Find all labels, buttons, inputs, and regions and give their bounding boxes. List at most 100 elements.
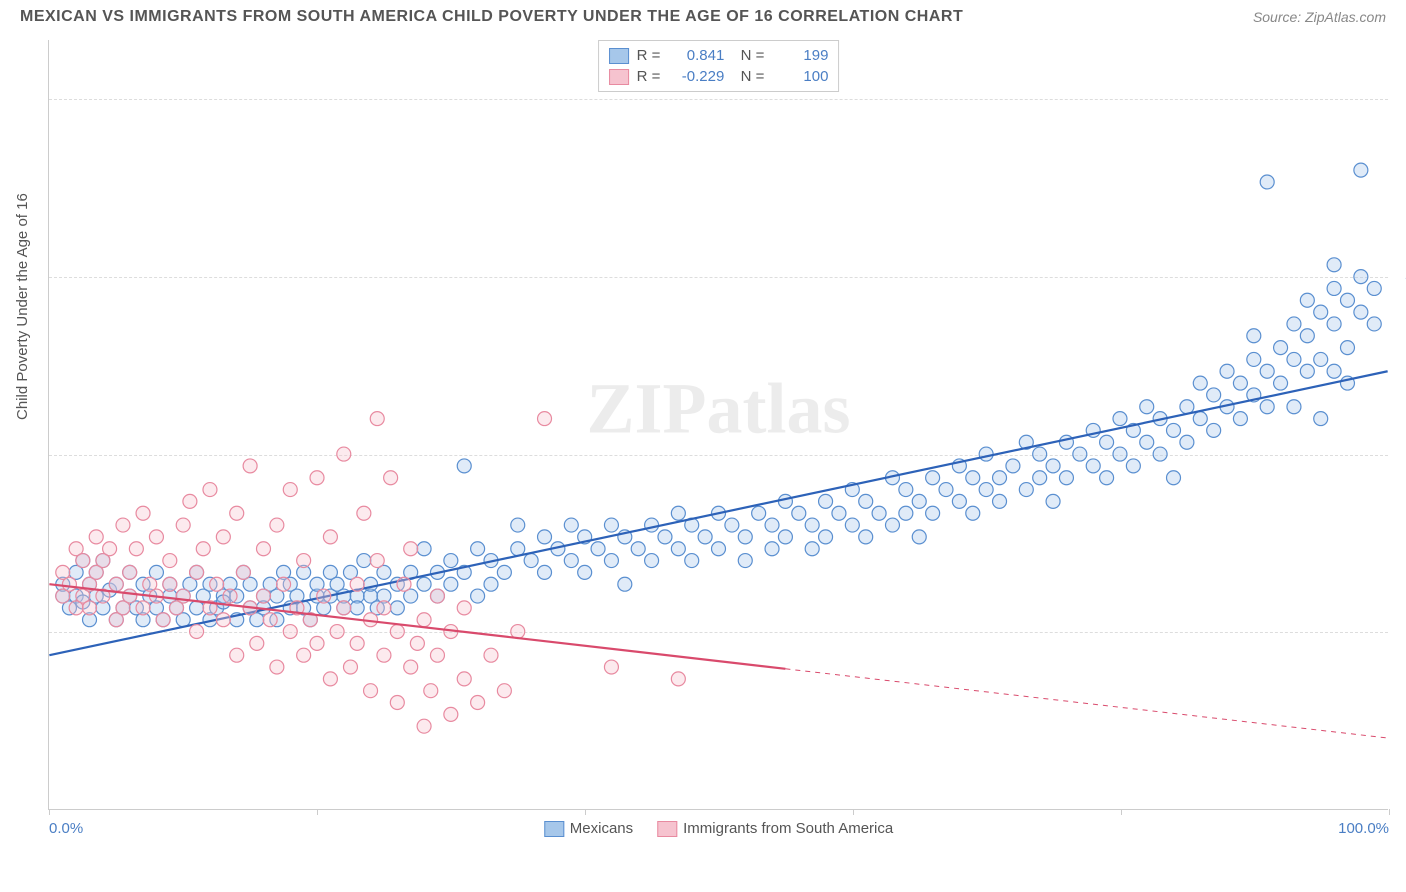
- data-point: [310, 471, 324, 485]
- data-point: [738, 530, 752, 544]
- data-point: [384, 471, 398, 485]
- data-point: [83, 601, 97, 615]
- data-point: [832, 506, 846, 520]
- legend-swatch: [609, 48, 629, 64]
- data-point: [618, 577, 632, 591]
- data-point: [337, 601, 351, 615]
- data-point: [939, 483, 953, 497]
- data-point: [1046, 494, 1060, 508]
- data-point: [297, 648, 311, 662]
- data-point: [1260, 175, 1274, 189]
- data-point: [156, 613, 170, 627]
- data-point: [163, 577, 177, 591]
- data-point: [511, 542, 525, 556]
- stat-value-n: 199: [772, 47, 828, 64]
- data-point: [203, 483, 217, 497]
- data-point: [1113, 412, 1127, 426]
- data-point: [859, 530, 873, 544]
- data-point: [190, 565, 204, 579]
- data-point: [1367, 281, 1381, 295]
- data-point: [103, 542, 117, 556]
- data-point: [698, 530, 712, 544]
- data-point: [805, 542, 819, 556]
- data-point: [1354, 305, 1368, 319]
- stat-label-r: R =: [637, 68, 661, 85]
- data-point: [417, 577, 431, 591]
- data-point: [196, 542, 210, 556]
- data-point: [497, 684, 511, 698]
- legend-stats-row: R = 0.841 N = 199: [609, 45, 829, 66]
- data-point: [163, 554, 177, 568]
- data-point: [364, 684, 378, 698]
- data-point: [1260, 364, 1274, 378]
- data-point: [444, 707, 458, 721]
- data-point: [230, 648, 244, 662]
- data-point: [885, 518, 899, 532]
- stat-value-r: 0.841: [668, 47, 724, 64]
- data-point: [149, 530, 163, 544]
- data-point: [357, 506, 371, 520]
- data-point: [1327, 258, 1341, 272]
- data-point: [712, 542, 726, 556]
- data-point: [1086, 459, 1100, 473]
- data-point: [444, 554, 458, 568]
- data-point: [1233, 376, 1247, 390]
- data-point: [123, 589, 137, 603]
- data-point: [210, 577, 224, 591]
- data-point: [1327, 317, 1341, 331]
- legend-item: Mexicans: [544, 820, 633, 837]
- data-point: [216, 613, 230, 627]
- data-point: [778, 494, 792, 508]
- data-point: [270, 660, 284, 674]
- data-point: [250, 636, 264, 650]
- data-point: [1140, 400, 1154, 414]
- data-point: [243, 459, 257, 473]
- data-point: [1247, 352, 1261, 366]
- data-point: [404, 542, 418, 556]
- x-tick: [1389, 809, 1390, 815]
- data-point: [1314, 305, 1328, 319]
- data-point: [912, 494, 926, 508]
- data-point: [979, 447, 993, 461]
- data-point: [1274, 341, 1288, 355]
- chart-container: ZIPatlas 15.0%30.0%45.0%60.0% 0.0%100.0%…: [48, 40, 1388, 840]
- legend-swatch: [657, 821, 677, 837]
- data-point: [993, 494, 1007, 508]
- legend-item: Immigrants from South America: [657, 820, 893, 837]
- data-point: [872, 506, 886, 520]
- data-point: [390, 601, 404, 615]
- data-point: [357, 554, 371, 568]
- data-point: [966, 471, 980, 485]
- data-point: [109, 577, 123, 591]
- data-point: [430, 589, 444, 603]
- data-point: [1207, 388, 1221, 402]
- data-point: [926, 471, 940, 485]
- data-point: [129, 542, 143, 556]
- data-point: [966, 506, 980, 520]
- data-point: [417, 719, 431, 733]
- data-point: [538, 530, 552, 544]
- data-point: [283, 625, 297, 639]
- data-point: [1287, 317, 1301, 331]
- data-point: [993, 471, 1007, 485]
- data-point: [297, 554, 311, 568]
- data-point: [1073, 447, 1087, 461]
- data-point: [1300, 329, 1314, 343]
- data-point: [471, 696, 485, 710]
- data-point: [136, 506, 150, 520]
- data-point: [738, 554, 752, 568]
- data-point: [1006, 459, 1020, 473]
- data-point: [183, 494, 197, 508]
- data-point: [330, 625, 344, 639]
- legend-label: Mexicans: [570, 820, 633, 837]
- data-point: [136, 601, 150, 615]
- data-point: [819, 530, 833, 544]
- data-point: [1287, 400, 1301, 414]
- data-point: [484, 648, 498, 662]
- data-point: [310, 636, 324, 650]
- legend-label: Immigrants from South America: [683, 820, 893, 837]
- data-point: [1327, 281, 1341, 295]
- data-point: [604, 660, 618, 674]
- data-point: [778, 530, 792, 544]
- data-point: [645, 518, 659, 532]
